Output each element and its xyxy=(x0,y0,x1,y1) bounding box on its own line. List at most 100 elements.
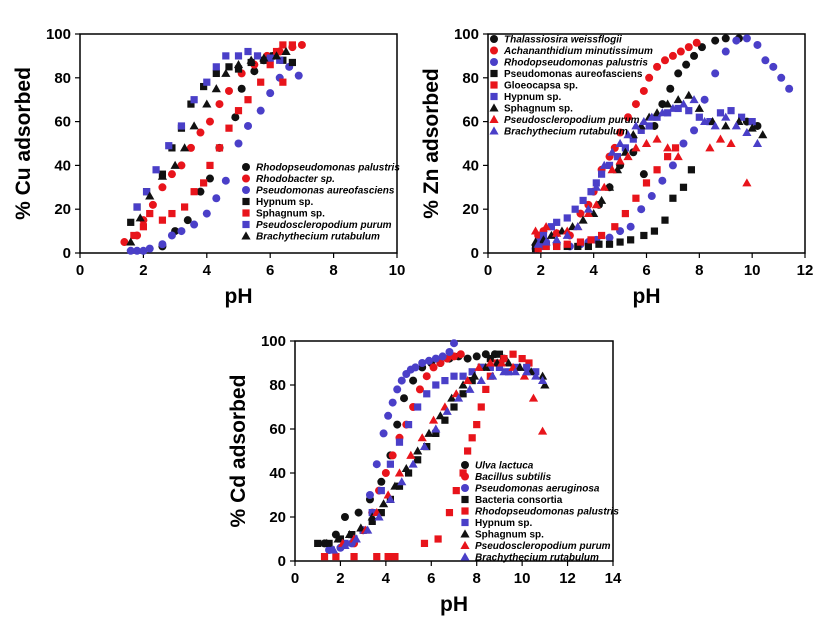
data-point xyxy=(668,103,678,112)
legend-marker xyxy=(461,461,469,469)
data-point xyxy=(234,107,243,115)
data-point xyxy=(562,230,572,239)
data-point xyxy=(700,117,710,126)
data-point xyxy=(200,179,208,187)
data-point xyxy=(354,508,363,517)
data-point xyxy=(158,183,167,192)
data-point xyxy=(639,170,648,179)
data-point xyxy=(409,376,418,385)
data-point xyxy=(591,200,601,209)
data-point xyxy=(177,122,186,130)
data-point xyxy=(465,384,475,393)
y-tick-label: 20 xyxy=(54,201,71,218)
data-point xyxy=(657,108,667,117)
data-point xyxy=(332,553,340,561)
y-tick-label: 80 xyxy=(54,70,71,87)
data-point xyxy=(533,239,543,248)
legend-marker xyxy=(461,518,469,527)
data-point xyxy=(404,469,413,477)
data-point xyxy=(473,421,481,429)
data-point xyxy=(540,380,550,389)
x-tick-label: 8 xyxy=(329,262,337,279)
data-point xyxy=(139,223,147,231)
data-point xyxy=(431,424,441,433)
data-point xyxy=(445,348,454,356)
data-point xyxy=(288,58,296,67)
data-point xyxy=(668,161,677,170)
data-point xyxy=(400,394,409,403)
data-point xyxy=(676,47,685,56)
data-point xyxy=(215,144,224,152)
data-point xyxy=(145,244,154,253)
data-point xyxy=(469,371,480,380)
data-point xyxy=(695,113,703,121)
legend-label: Hypnum sp. xyxy=(504,92,561,103)
data-point xyxy=(127,218,135,226)
legend-label: Bacteria consortia xyxy=(475,495,563,506)
data-point xyxy=(605,233,614,242)
data-point xyxy=(747,123,757,132)
data-point xyxy=(721,47,730,56)
data-point xyxy=(578,215,588,224)
data-point xyxy=(464,447,472,455)
data-point xyxy=(432,429,440,437)
data-point xyxy=(205,174,214,183)
data-point xyxy=(340,513,349,521)
data-point xyxy=(378,499,389,508)
data-point xyxy=(742,34,751,43)
data-point xyxy=(525,359,533,367)
data-point xyxy=(673,152,683,161)
legend-label: Hypnum sp. xyxy=(475,518,532,529)
data-point xyxy=(384,553,392,561)
data-point xyxy=(597,170,606,178)
data-point xyxy=(397,376,406,385)
data-point xyxy=(674,104,682,113)
data-point xyxy=(406,450,416,459)
legend-marker xyxy=(460,540,470,549)
data-point xyxy=(456,350,465,359)
legend-label: Sphagnum sp. xyxy=(256,209,325,220)
x-tick-label: 4 xyxy=(382,570,391,587)
data-point xyxy=(553,242,561,251)
legend: Thalassiosira weissflogiiAchananthidium … xyxy=(489,35,653,138)
legend-marker xyxy=(242,209,250,217)
data-point xyxy=(583,208,593,218)
data-point xyxy=(420,539,429,547)
data-point xyxy=(777,73,786,82)
data-point xyxy=(679,183,688,191)
data-point xyxy=(663,99,673,108)
data-point xyxy=(495,350,504,358)
data-point xyxy=(139,246,148,255)
data-point xyxy=(463,354,472,363)
data-point xyxy=(731,121,741,130)
data-point xyxy=(177,227,186,236)
data-point xyxy=(459,372,467,380)
legend-marker xyxy=(461,495,469,504)
data-point xyxy=(447,393,457,402)
x-tick-label: 8 xyxy=(695,262,703,279)
data-point xyxy=(562,226,572,235)
x-tick-label: 10 xyxy=(744,262,761,279)
legend-label: Gloeocapsa sp. xyxy=(504,81,578,92)
series xyxy=(320,350,533,561)
data-point xyxy=(621,209,629,218)
data-point xyxy=(689,95,699,104)
data-point xyxy=(145,191,155,200)
data-point xyxy=(531,371,541,380)
data-point xyxy=(186,143,195,152)
data-point xyxy=(329,545,339,554)
data-point xyxy=(653,113,661,121)
data-point xyxy=(710,121,720,130)
data-point xyxy=(385,494,395,503)
data-point xyxy=(626,222,635,231)
data-point xyxy=(716,109,725,117)
data-point xyxy=(257,78,265,86)
data-point xyxy=(120,238,129,247)
legend-marker xyxy=(461,472,469,481)
data-point xyxy=(266,89,275,98)
legend-label: Brachythecium rutabulum xyxy=(504,127,628,138)
data-point xyxy=(616,238,624,246)
y-tick-label: 40 xyxy=(462,157,479,174)
data-point xyxy=(373,553,381,561)
data-point xyxy=(631,121,641,130)
